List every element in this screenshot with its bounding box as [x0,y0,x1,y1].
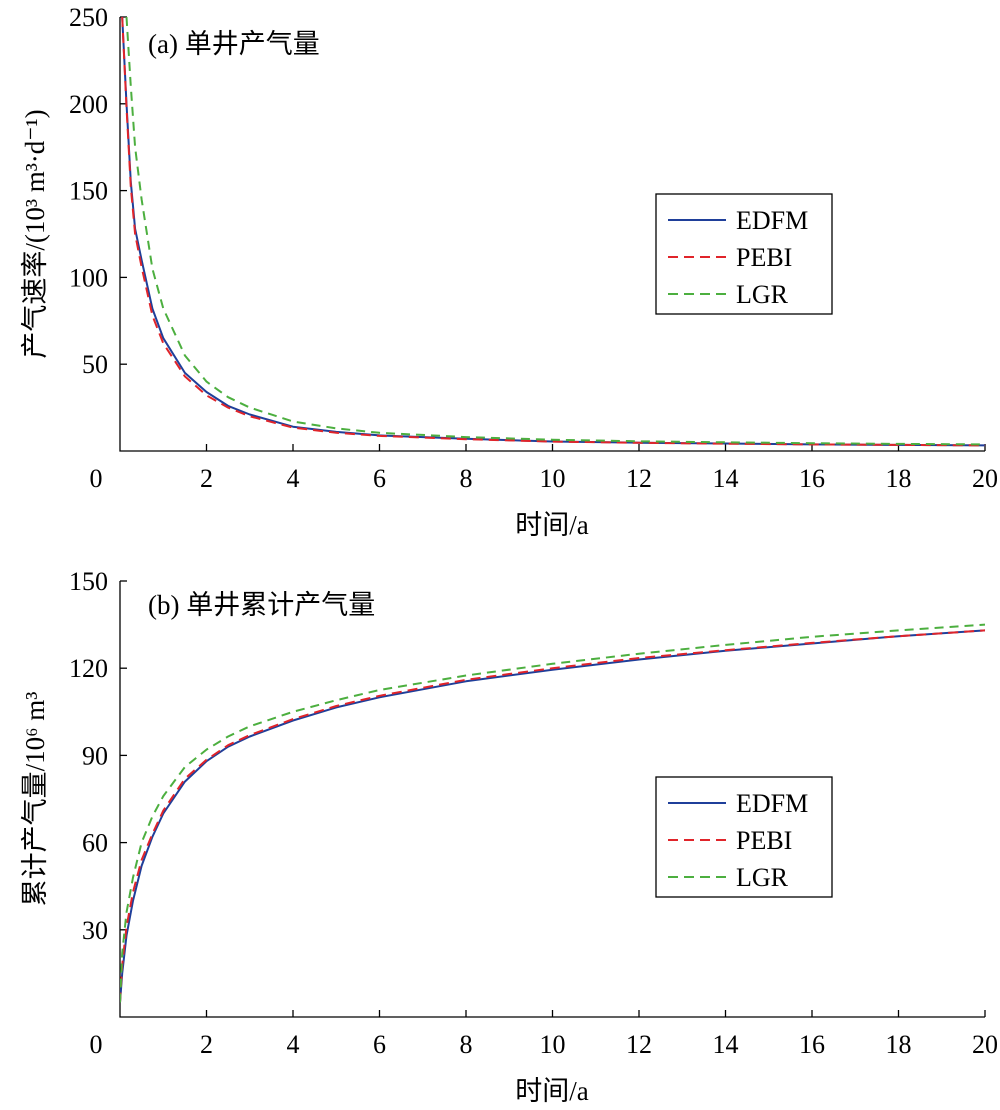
panel-a-legend: EDFM PEBI LGR [655,193,833,315]
x-tick-label: 8 [460,464,473,493]
panel-b-axes [119,581,985,1018]
panel-a-y-ticks: 50 100 150 200 250 [69,3,127,379]
x-tick-label: 10 [540,1030,566,1059]
legend-label-pebi: PEBI [736,826,792,855]
legend-label-lgr: LGR [736,863,789,892]
x-tick-label: 0 [90,464,103,493]
x-tick-label: 2 [200,1030,213,1059]
series-line-lgr [120,623,985,1003]
legend-label-edfm: EDFM [736,789,808,818]
panel-b-y-axis-title: 累计产气量/10⁶ m³ [20,692,50,907]
panel-b-legend: EDFM PEBI LGR [655,776,833,898]
panel-a-title: (a) 单井产气量 [148,29,320,59]
x-tick-label: 6 [373,1030,386,1059]
y-tick-label: 250 [69,3,108,32]
series-line-pebi [121,17,985,447]
panel-b-y-ticks: 30 60 90 120 150 [69,567,127,945]
x-tick-label: 8 [460,1030,473,1059]
panel-a-x-ticks: 0 2 4 6 8 10 12 14 16 18 20 [90,444,998,493]
x-tick-label: 2 [200,464,213,493]
series-line-lgr [125,17,985,446]
x-tick-label: 16 [799,1030,825,1059]
panel-a-series [121,17,985,447]
panel-a-y-axis-title: 产气速率/(10³ m³·d⁻¹) [20,109,50,358]
x-tick-label: 6 [373,464,386,493]
panel-a-gas-rate-chart: (a) 单井产气量 时间/a 产气速率/(10³ m³·d⁻¹) 0 2 4 6 8 10… [20,3,998,540]
panel-b-x-axis-title: 时间/a [515,1076,589,1106]
x-tick-label: 18 [886,1030,912,1059]
x-tick-label: 14 [713,464,739,493]
panel-a-x-axis-title: 时间/a [515,510,589,540]
y-tick-label: 120 [69,654,108,683]
legend-label-edfm: EDFM [736,206,808,235]
y-tick-label: 150 [69,177,108,206]
y-tick-label: 30 [82,916,108,945]
panel-b-title: (b) 单井累计产气量 [148,590,375,620]
x-tick-label: 12 [626,464,652,493]
x-tick-label: 14 [713,1030,739,1059]
x-tick-label: 20 [972,1030,998,1059]
legend-label-pebi: PEBI [736,243,792,272]
x-tick-label: 0 [90,1030,103,1059]
y-tick-label: 90 [82,741,108,770]
legend-label-lgr: LGR [736,280,789,309]
y-tick-label: 150 [69,567,108,596]
panel-b-legend-items: EDFM PEBI LGR [668,789,808,892]
x-tick-label: 16 [799,464,825,493]
panel-a-axes [119,17,985,452]
series-line-edfm [121,17,985,447]
x-tick-label: 20 [972,464,998,493]
x-tick-label: 18 [886,464,912,493]
series-line-edfm [120,629,985,1003]
y-tick-label: 100 [69,263,108,292]
x-tick-label: 4 [287,1030,300,1059]
panel-a-legend-items: EDFM PEBI LGR [668,206,808,309]
y-tick-label: 60 [82,829,108,858]
x-tick-label: 10 [540,464,566,493]
series-line-pebi [120,629,985,1003]
y-tick-label: 50 [82,350,108,379]
panel-b-series [120,623,985,1003]
panel-b-cumulative-gas-chart: (b) 单井累计产气量 时间/a 累计产气量/10⁶ m³ 0 2 4 6 8 10 12 1… [20,567,998,1106]
y-tick-label: 200 [69,90,108,119]
x-tick-label: 4 [287,464,300,493]
panel-b-x-ticks: 0 2 4 6 8 10 12 14 16 18 20 [90,1010,998,1059]
x-tick-label: 12 [626,1030,652,1059]
